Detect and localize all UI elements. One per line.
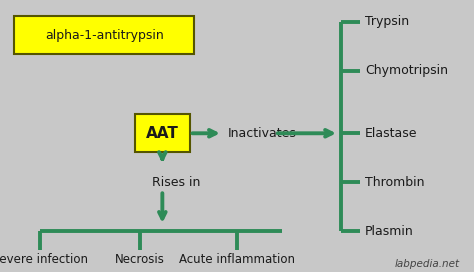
Text: labpedia.net: labpedia.net bbox=[395, 259, 460, 269]
Text: Acute inflammation: Acute inflammation bbox=[179, 253, 295, 266]
FancyBboxPatch shape bbox=[14, 16, 194, 54]
Text: Rises in: Rises in bbox=[152, 176, 200, 189]
Text: Elastase: Elastase bbox=[365, 127, 418, 140]
FancyBboxPatch shape bbox=[135, 114, 190, 152]
Text: Chymotripsin: Chymotripsin bbox=[365, 64, 448, 77]
Text: Thrombin: Thrombin bbox=[365, 176, 425, 189]
Text: Plasmin: Plasmin bbox=[365, 225, 414, 238]
Text: alpha-1-antitrypsin: alpha-1-antitrypsin bbox=[45, 29, 164, 42]
Text: Inactivates: Inactivates bbox=[228, 127, 296, 140]
Text: Necrosis: Necrosis bbox=[115, 253, 165, 266]
Text: Severe infection: Severe infection bbox=[0, 253, 88, 266]
Text: Trypsin: Trypsin bbox=[365, 15, 409, 28]
Text: AAT: AAT bbox=[146, 126, 179, 141]
